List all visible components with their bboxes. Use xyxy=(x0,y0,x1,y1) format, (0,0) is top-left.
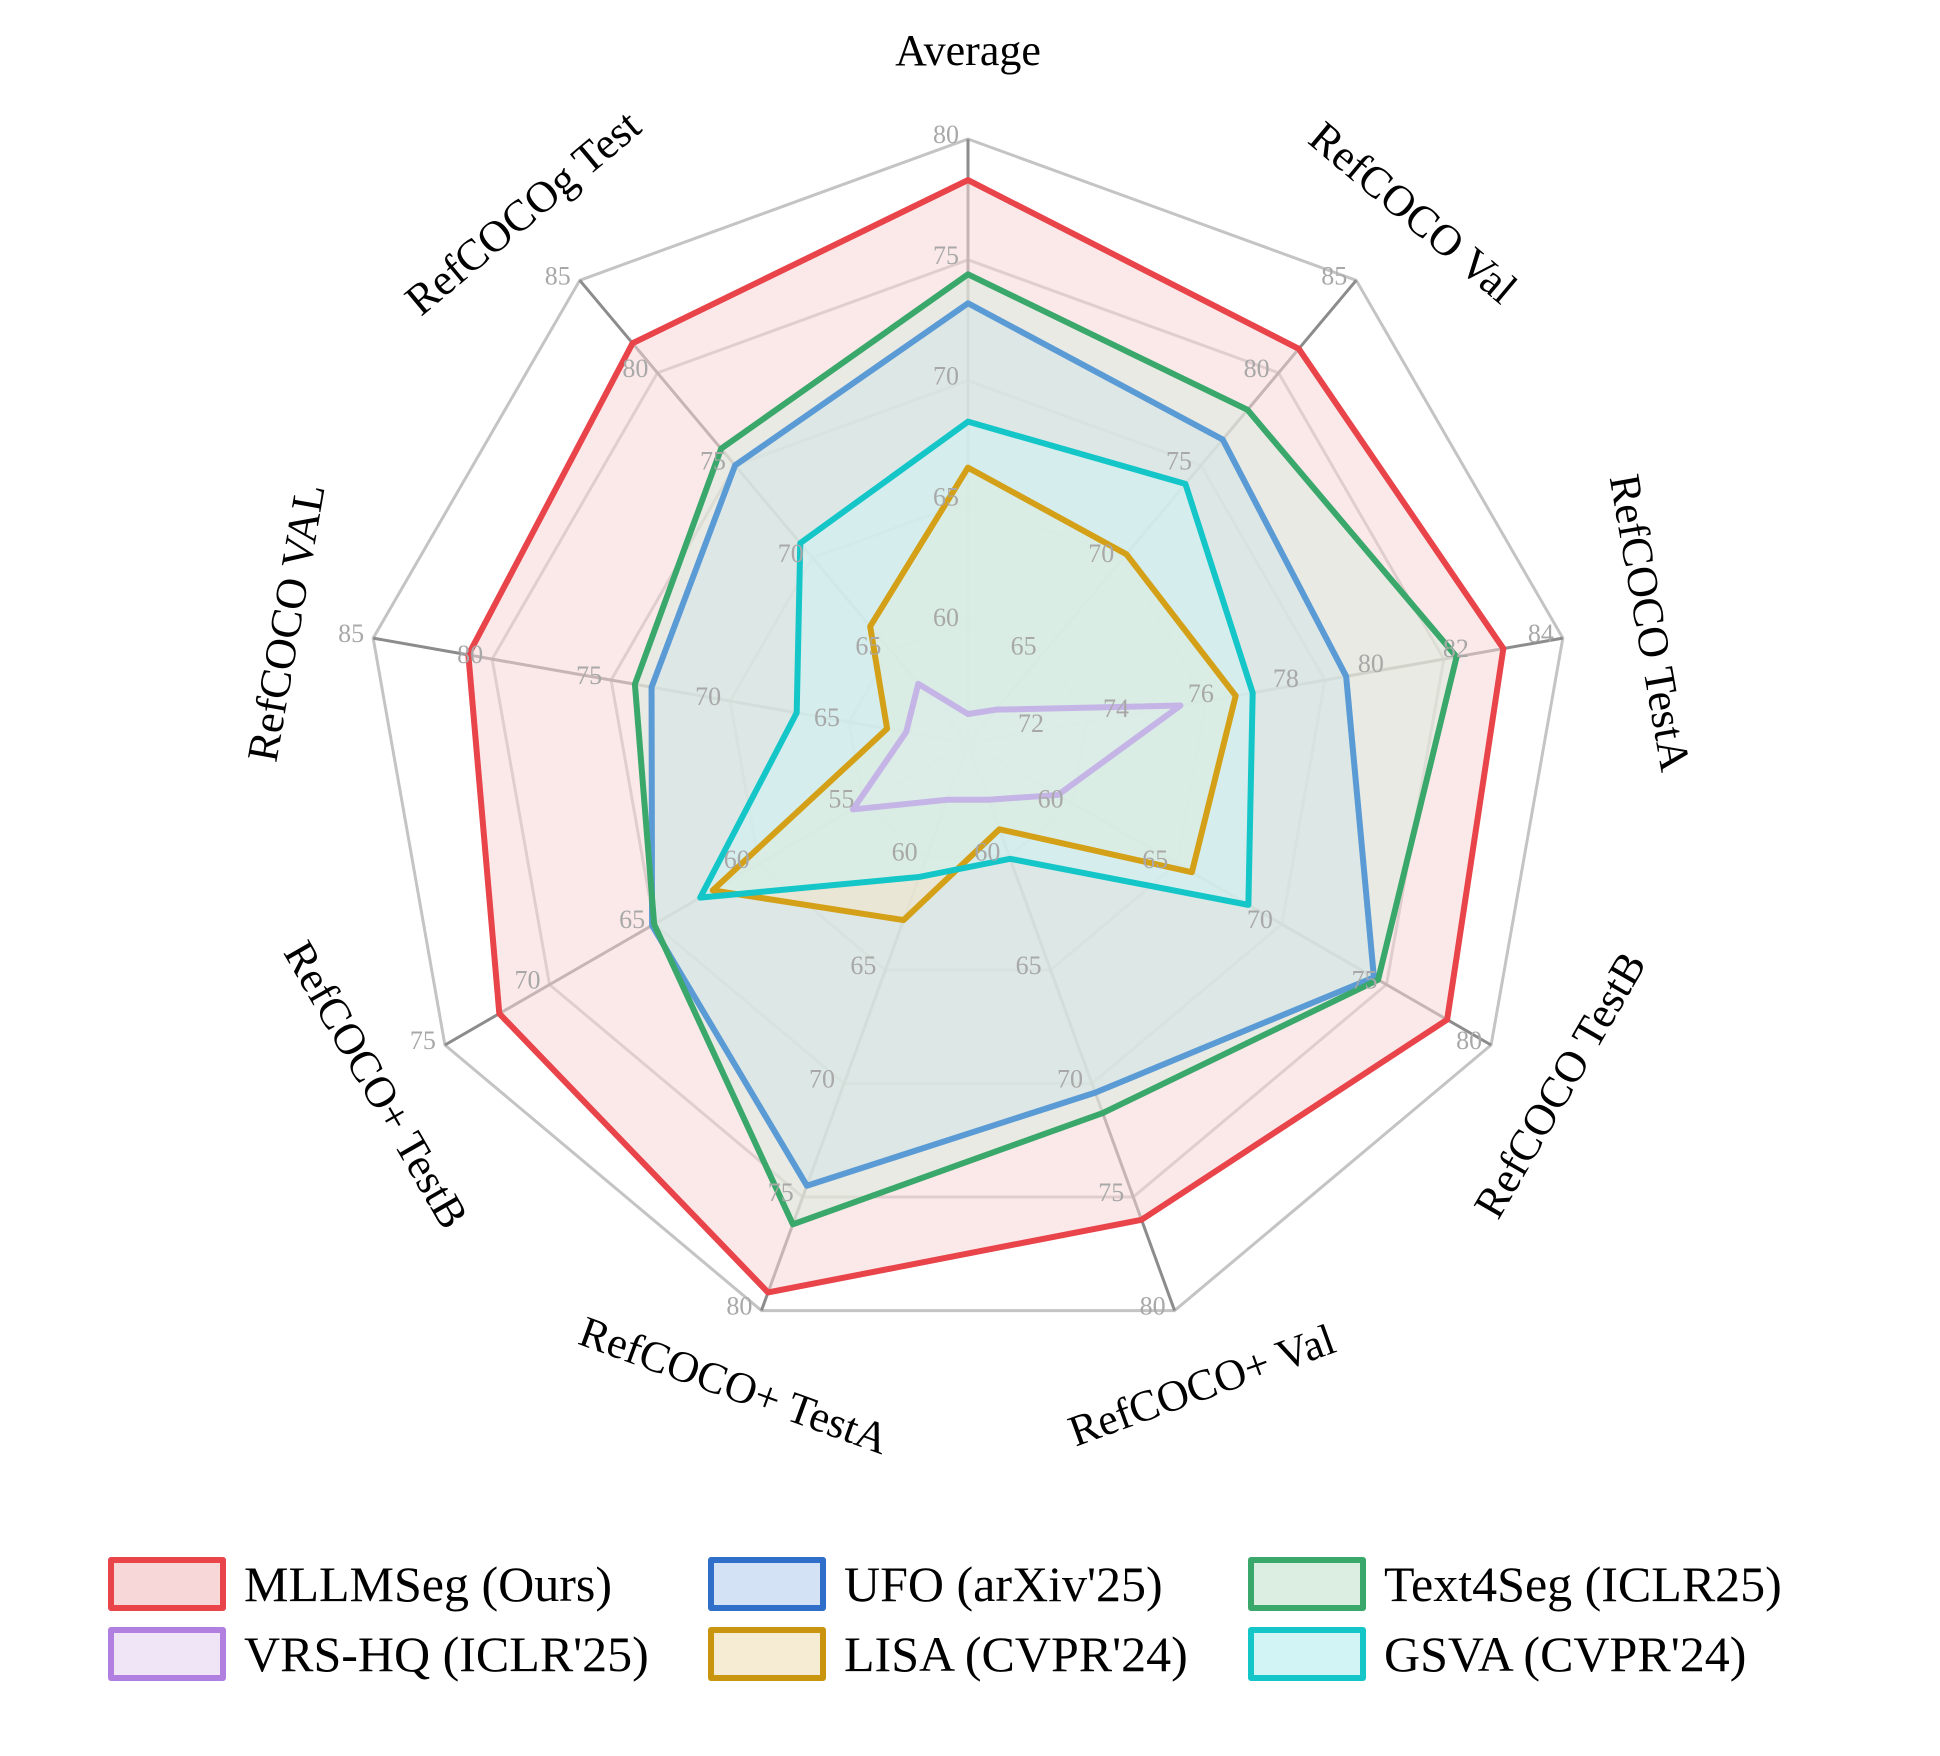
tick-label: 80 xyxy=(1358,649,1384,678)
tick-label: 75 xyxy=(700,446,726,475)
axis-label: RefCOCO TestB xyxy=(1464,943,1655,1226)
tick-label: 65 xyxy=(1142,845,1168,874)
tick-label: 80 xyxy=(1456,1026,1482,1055)
tick-label: 74 xyxy=(1103,694,1129,723)
tick-label: 80 xyxy=(1244,354,1270,383)
axis-label: RefCOCOg Test xyxy=(396,100,650,324)
series-line-0 xyxy=(465,177,1507,1296)
tick-label: 60 xyxy=(1038,784,1064,813)
radar-series xyxy=(465,177,1507,1296)
tick-label: 65 xyxy=(619,905,645,934)
legend-item-mllmseg[interactable]: MLLMSeg (Ours) xyxy=(108,1555,612,1613)
legend-label-ufo: UFO (arXiv'25) xyxy=(844,1556,1163,1612)
tick-label: 78 xyxy=(1273,664,1299,693)
tick-label: 60 xyxy=(724,845,750,874)
tick-label: 65 xyxy=(1011,631,1037,660)
series-fill-5 xyxy=(700,421,1253,905)
tick-label: 70 xyxy=(1247,905,1273,934)
tick-label: 75 xyxy=(576,661,602,690)
tick-label: 75 xyxy=(1098,1178,1124,1207)
tick-label: 75 xyxy=(933,241,959,270)
tick-label: 65 xyxy=(1016,951,1042,980)
axis-label: RefCOCO VAL xyxy=(238,480,335,765)
tick-label: 85 xyxy=(545,261,571,290)
tick-label: 84 xyxy=(1528,619,1554,648)
axis-label: Average xyxy=(895,26,1041,75)
tick-label: 70 xyxy=(778,539,804,568)
tick-label: 75 xyxy=(1166,446,1192,475)
legend-item-gsva[interactable]: GSVA (CVPR'24) xyxy=(1248,1625,1746,1683)
legend-swatch-ufo xyxy=(708,1557,826,1611)
tick-label: 75 xyxy=(410,1026,436,1055)
axis-label: RefCOCO+ TestA xyxy=(573,1307,896,1464)
tick-label: 65 xyxy=(933,482,959,511)
legend-item-lisa[interactable]: LISA (CVPR'24) xyxy=(708,1625,1188,1683)
tick-label: 82 xyxy=(1443,634,1469,663)
series-line-2 xyxy=(631,271,1460,1228)
series-line-4 xyxy=(709,464,1239,924)
tick-label: 80 xyxy=(1140,1292,1166,1321)
axis-label: RefCOCO+ TestB xyxy=(274,933,478,1237)
legend-label-vrshq: VRS-HQ (ICLR'25) xyxy=(244,1626,649,1682)
tick-label: 70 xyxy=(1088,539,1114,568)
tick-label: 65 xyxy=(855,631,881,660)
radar-chart: 60 65 70 75 80 65 70 75 80 85 72 74 76 78 80 82 84 60 65 70… xyxy=(238,26,1700,1464)
axis-label: RefCOCO TestA xyxy=(1600,471,1700,776)
legend-item-vrshq[interactable]: VRS-HQ (ICLR'25) xyxy=(108,1625,649,1683)
legend-label-gsva: GSVA (CVPR'24) xyxy=(1384,1626,1747,1682)
tick-label: 70 xyxy=(695,682,721,711)
tick-label: 65 xyxy=(814,703,840,732)
tick-label: 70 xyxy=(933,362,959,391)
legend: MLLMSeg (Ours) UFO (arXiv'25) Text4Seg (… xyxy=(108,1555,1868,1695)
tick-label: 60 xyxy=(892,838,918,867)
legend-item-ufo[interactable]: UFO (arXiv'25) xyxy=(708,1555,1163,1613)
tick-label: 76 xyxy=(1188,679,1214,708)
tick-label: 65 xyxy=(850,951,876,980)
series-line-3 xyxy=(849,680,1184,813)
legend-swatch-mllmseg xyxy=(108,1557,226,1611)
tick-label: 85 xyxy=(338,619,364,648)
series-line-1 xyxy=(648,300,1377,1189)
tick-label: 70 xyxy=(809,1065,835,1094)
grid-ring-5 xyxy=(371,137,1565,1313)
legend-swatch-lisa xyxy=(708,1627,826,1681)
legend-label-lisa: LISA (CVPR'24) xyxy=(844,1626,1188,1682)
legend-label-text4seg: Text4Seg (ICLR25) xyxy=(1384,1556,1782,1612)
legend-swatch-text4seg xyxy=(1248,1557,1366,1611)
tick-label: 75 xyxy=(1351,966,1377,995)
tick-label: 72 xyxy=(1018,709,1044,738)
tick-label: 80 xyxy=(622,354,648,383)
tick-label: 70 xyxy=(515,966,541,995)
legend-label-mllmseg: MLLMSeg (Ours) xyxy=(244,1556,613,1612)
legend-swatch-gsva xyxy=(1248,1627,1366,1681)
axis-label: RefCOCO+ Val xyxy=(1062,1315,1341,1457)
tick-label: 85 xyxy=(1321,261,1347,290)
legend-swatch-vrshq xyxy=(108,1627,226,1681)
tick-label: 60 xyxy=(974,838,1000,867)
tick-label: 80 xyxy=(933,120,959,149)
series-line-5 xyxy=(697,418,1256,908)
tick-label: 75 xyxy=(768,1178,794,1207)
tick-label: 55 xyxy=(828,784,854,813)
legend-item-text4seg[interactable]: Text4Seg (ICLR25) xyxy=(1248,1555,1782,1613)
tick-label: 70 xyxy=(1057,1065,1083,1094)
tick-label: 80 xyxy=(457,640,483,669)
radar-tick-labels: 60 65 70 75 80 65 70 75 80 85 72 74 76 78 80 82 84 60 65 70… xyxy=(338,120,1554,1321)
tick-label: 80 xyxy=(726,1292,752,1321)
tick-label: 60 xyxy=(933,603,959,632)
